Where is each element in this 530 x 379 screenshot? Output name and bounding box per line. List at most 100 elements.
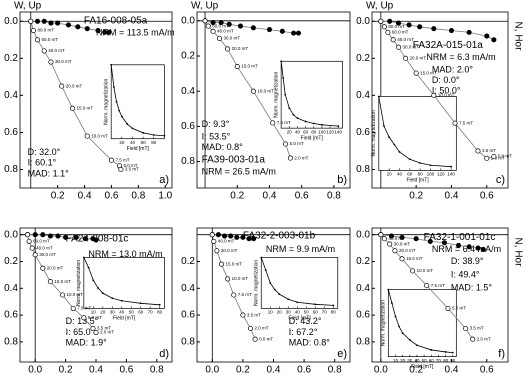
horizontal-projection-point <box>480 246 486 252</box>
inset-point <box>87 266 90 269</box>
i-text: I: 49.4° <box>451 269 480 279</box>
vertical-projection-point <box>381 24 387 30</box>
axis-label: W, Up <box>366 1 394 12</box>
x-tick-label: 0.6 <box>119 365 133 376</box>
horizontal-projection-point <box>82 236 88 242</box>
y-tick-label: 0.8 <box>356 164 370 175</box>
step-label: 5.0 mT <box>88 315 102 320</box>
y-tick-label: 0.0 <box>181 15 195 26</box>
inset-point <box>408 338 411 341</box>
inset-point <box>337 125 340 128</box>
vertical-projection-point <box>445 305 451 311</box>
vertical-projection-point <box>214 248 220 254</box>
step-label: 2.0 mT <box>100 330 114 335</box>
horizontal-projection-point <box>215 232 221 238</box>
inset-point <box>280 60 283 63</box>
step-label: 5.0 mT <box>290 141 304 146</box>
inset-x-tick-label: 20 <box>387 172 393 177</box>
inset-point <box>408 158 411 161</box>
inset-x-tick-label: 20 <box>400 358 406 363</box>
inset-x-tick-label: 60 <box>313 310 319 315</box>
vertical-projection-point <box>28 18 34 24</box>
x-tick-label: 0.8 <box>131 191 145 202</box>
inset-x-tick-label: 50 <box>129 310 135 315</box>
horizontal-projection-point <box>406 22 412 28</box>
y-tick-label: 0.8 <box>181 156 195 167</box>
step-label: 30.0 mT <box>394 241 411 246</box>
horizontal-projection-point <box>388 233 394 239</box>
y-tick-label: 0.6 <box>4 310 18 321</box>
panel-label: f) <box>498 348 505 360</box>
step-label: 30.0 mT <box>55 59 72 64</box>
inset-frame <box>378 96 457 171</box>
inset-x-tick-label: 10 <box>91 310 97 315</box>
vertical-projection-point <box>378 232 384 238</box>
vertical-projection-point <box>410 268 416 274</box>
specimen-id: FA16-008-05a <box>84 15 148 26</box>
vertical-projection-point <box>48 59 54 65</box>
vertical-projection-point <box>47 279 53 285</box>
horizontal-projection-point <box>226 21 232 27</box>
vertical-projection-point <box>413 70 419 76</box>
inset-point <box>82 256 85 259</box>
step-label: 80.0 mT <box>37 28 54 33</box>
inset-point <box>296 117 299 120</box>
horizontal-projection-point <box>448 27 455 34</box>
y-tick-label: 0.2 <box>181 256 195 267</box>
step-label: 10.0 mT <box>438 93 455 98</box>
y-tick-label: 0.8 <box>356 337 370 348</box>
y-tick-label: 0.0 <box>4 229 18 240</box>
inset-point <box>401 332 404 335</box>
vertical-projection-point <box>216 35 223 41</box>
step-label: 40.0 mT <box>218 239 235 244</box>
inset-x-tick-label: 140 <box>447 172 455 177</box>
step-label: 40.0 mT <box>36 245 53 250</box>
specimen-id: FA39-003-01a <box>202 154 266 165</box>
inset-point <box>110 63 113 66</box>
axis-label: N, Hor <box>512 22 523 52</box>
step-label: 20.0 mT <box>221 248 238 253</box>
step-label: 15.0 mT <box>76 106 93 111</box>
inset-x-tick-label: 60 <box>141 140 147 145</box>
inset-frame <box>387 289 457 357</box>
vertical-projection-point <box>475 148 481 154</box>
horizontal-projection-point <box>55 233 61 239</box>
y-tick-label: 0.4 <box>181 86 195 97</box>
step-label: 3.5 mT <box>470 326 484 331</box>
y-tick-label: 0.6 <box>356 310 370 321</box>
projection-line <box>204 20 291 159</box>
inset-curve <box>280 61 339 127</box>
step-label: 15.0 mT <box>406 256 423 261</box>
horizontal-projection-point <box>218 20 224 26</box>
vertical-projection-point <box>70 305 76 311</box>
vertical-projection-point <box>452 120 458 126</box>
inset-point <box>393 143 396 146</box>
horizontal-projection-point <box>441 240 447 246</box>
x-tick-label: 0.2 <box>59 365 73 376</box>
vertical-projection-point <box>387 241 393 247</box>
horizontal-projection-point <box>395 20 402 26</box>
vertical-projection-point <box>248 325 254 332</box>
vertical-projection-point <box>118 166 124 173</box>
x-tick-label: 0.4 <box>78 191 92 202</box>
vertical-projection-point <box>424 283 430 289</box>
inset-x-tick-label: 10 <box>268 310 274 315</box>
horizontal-projection-point <box>413 236 419 242</box>
i-text: I: 65.0° <box>66 327 95 337</box>
plot-frame <box>19 11 173 189</box>
vertical-projection-point <box>470 336 476 342</box>
inset-point <box>398 325 400 328</box>
vertical-projection-point <box>234 64 240 70</box>
step-label: 0.0 mT <box>259 336 273 341</box>
vertical-projection-point <box>41 48 47 54</box>
inset-point <box>115 100 118 103</box>
y-tick-label: 0.0 <box>356 229 370 240</box>
inset-x-tick-label: 70 <box>436 358 442 363</box>
vertical-projection-point <box>202 18 208 24</box>
horizontal-projection-point <box>484 33 490 39</box>
vertical-projection-point <box>34 37 41 43</box>
vertical-projection-point <box>287 155 293 161</box>
horizontal-projection-point <box>34 18 41 24</box>
inset-x-tick-label: 60 <box>429 358 435 363</box>
inset-x-tick-label: 20 <box>119 140 125 145</box>
